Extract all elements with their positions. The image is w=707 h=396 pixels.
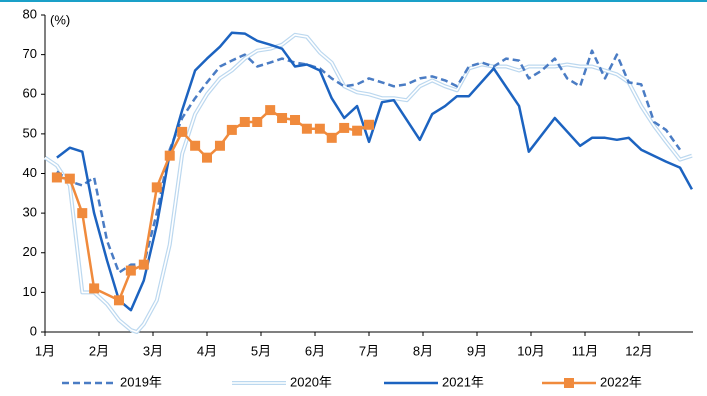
y-tick-label: 10 xyxy=(23,284,37,299)
x-tick-label: 9月 xyxy=(467,343,487,358)
marker xyxy=(326,132,337,143)
x-tick-label: 10月 xyxy=(517,343,544,358)
marker xyxy=(214,140,225,151)
marker xyxy=(51,172,62,183)
y-tick-label: 50 xyxy=(23,125,37,140)
legend-label: 2021年 xyxy=(442,374,484,389)
y-tick-label: 20 xyxy=(23,244,37,259)
line-series xyxy=(56,31,693,312)
line-series xyxy=(56,49,682,274)
marker xyxy=(314,123,325,134)
marker xyxy=(352,125,363,136)
x-tick-label: 4月 xyxy=(197,343,217,358)
x-tick-label: 5月 xyxy=(251,343,271,358)
x-tick-label: 8月 xyxy=(413,343,433,358)
y-tick-label: 80 xyxy=(23,6,37,21)
x-tick-label: 3月 xyxy=(143,343,163,358)
marker xyxy=(113,295,124,306)
line-series xyxy=(56,108,370,302)
legend-label: 2019年 xyxy=(120,374,162,389)
legend-label: 2022年 xyxy=(600,374,642,389)
marker xyxy=(290,115,301,126)
x-tick-label: 6月 xyxy=(305,343,325,358)
x-tick-label: 1月 xyxy=(35,343,55,358)
marker xyxy=(164,150,175,161)
legend-marker xyxy=(564,378,574,388)
y-tick-label: 70 xyxy=(23,46,37,61)
marker xyxy=(202,152,212,163)
marker xyxy=(339,122,350,133)
y-tick-label: 0 xyxy=(30,323,37,338)
marker xyxy=(138,259,149,270)
x-tick-label: 2月 xyxy=(89,343,109,358)
marker xyxy=(252,116,263,127)
marker xyxy=(277,113,288,124)
x-tick-label: 7月 xyxy=(359,343,379,358)
y-tick-label: 40 xyxy=(23,165,37,180)
marker xyxy=(226,124,237,135)
marker xyxy=(301,123,312,134)
x-tick-label: 11月 xyxy=(572,343,599,358)
marker xyxy=(125,265,136,276)
x-tick-label: 12月 xyxy=(625,343,652,358)
y-axis-label: (%) xyxy=(50,12,70,27)
marker xyxy=(64,173,75,184)
marker xyxy=(77,208,88,219)
marker xyxy=(89,283,100,294)
marker xyxy=(239,116,250,127)
marker xyxy=(177,126,188,137)
marker xyxy=(364,119,374,130)
marker xyxy=(151,182,162,193)
legend-label: 2020年 xyxy=(290,374,332,389)
y-tick-label: 30 xyxy=(23,205,37,220)
marker xyxy=(190,140,201,151)
marker xyxy=(265,105,276,116)
line-series xyxy=(44,34,693,333)
y-tick-label: 60 xyxy=(23,86,37,101)
